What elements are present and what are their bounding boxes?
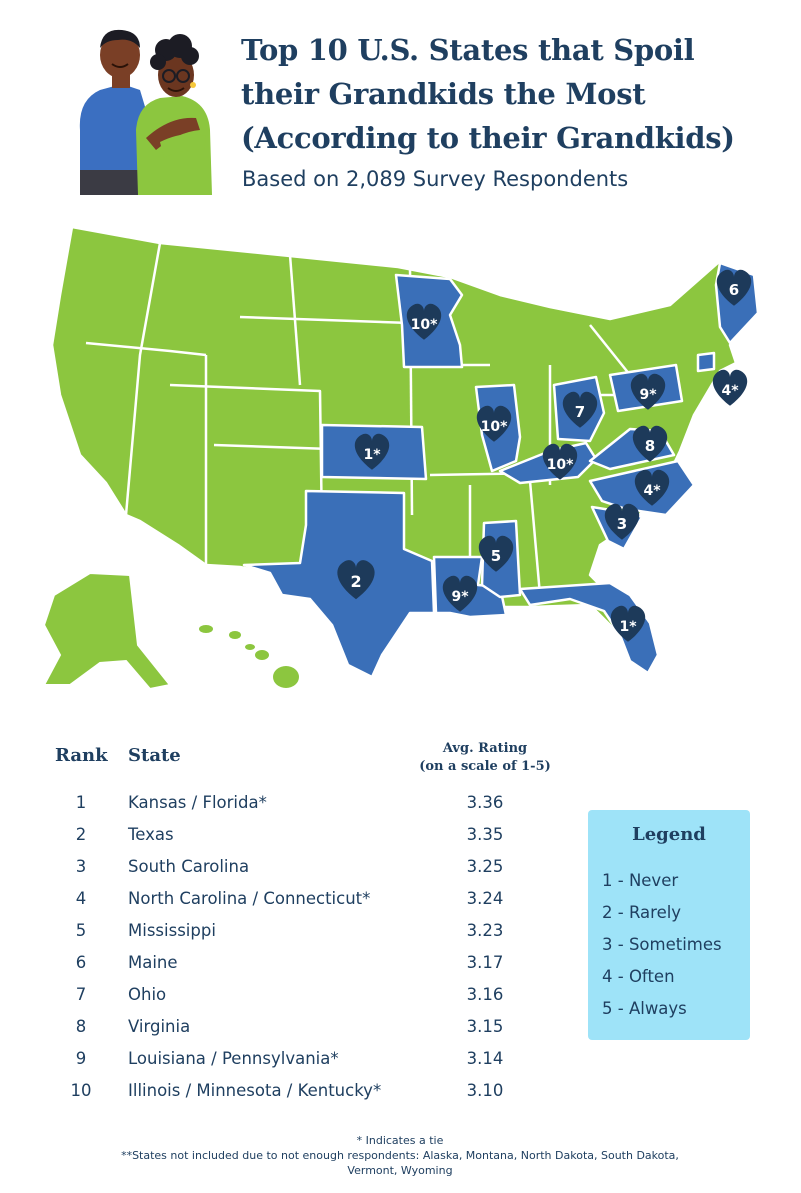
marker-illinois: 10* (476, 405, 512, 442)
marker-south-carolina: 3 (604, 503, 640, 540)
us-map: 10* 1* 2 9* 5 10* 10* 7 (42, 225, 760, 691)
row-rank: 6 (75, 953, 87, 972)
table-header-rating-line1: Avg. Rating (442, 741, 528, 756)
row-state: Mississippi (128, 921, 216, 940)
table-row: 10 Illinois / Minnesota / Kentucky* 3.10 (0, 1075, 560, 1107)
table-row: 8 Virginia 3.15 (0, 1011, 560, 1043)
row-rank: 2 (75, 825, 87, 844)
legend-title: Legend (632, 824, 706, 845)
row-rank: 1 (75, 793, 87, 812)
row-state: Texas (128, 825, 174, 844)
marker-illinois-label: 10* (481, 419, 508, 435)
marker-connecticut-label: 4* (721, 383, 739, 399)
marker-kentucky-label: 10* (547, 457, 574, 473)
row-rating: 3.23 (466, 921, 504, 940)
row-rank: 10 (70, 1081, 92, 1100)
row-state: Virginia (128, 1017, 191, 1036)
row-rating: 3.16 (466, 985, 504, 1004)
legend-item: 5 - Always (602, 999, 687, 1018)
marker-virginia-label: 8 (645, 437, 655, 455)
footnote-excluded: **States not included due to not enough … (121, 1149, 679, 1177)
row-rank: 3 (75, 857, 87, 876)
marker-kansas: 1* (354, 433, 390, 470)
table-header-rating-line2: (on a scale of 1-5) (419, 759, 551, 774)
legend-item: 1 - Never (602, 871, 679, 890)
marker-ohio: 7 (562, 391, 598, 428)
marker-ohio-label: 7 (575, 403, 585, 421)
marker-texas: 2 (337, 560, 375, 600)
row-rank: 9 (75, 1049, 87, 1068)
state-connecticut (696, 351, 716, 373)
marker-louisiana: 9* (442, 575, 478, 612)
table-row: 1 Kansas / Florida* 3.36 (0, 787, 560, 819)
row-rating: 3.24 (466, 889, 504, 908)
marker-south-carolina-label: 3 (617, 515, 627, 533)
marker-pennsylvania: 9* (630, 373, 666, 410)
row-rank: 8 (75, 1017, 87, 1036)
marker-texas-label: 2 (350, 572, 361, 591)
table-row: 9 Louisiana / Pennsylvania* 3.14 (0, 1043, 560, 1075)
marker-north-carolina-label: 4* (643, 483, 661, 499)
row-rank: 4 (75, 889, 87, 908)
marker-maine: 6 (716, 269, 752, 306)
table-row: 5 Mississippi 3.23 (0, 915, 560, 947)
table-row: 4 North Carolina / Connecticut* 3.24 (0, 883, 560, 915)
marker-minnesota: 10* (406, 303, 442, 340)
row-state: Maine (128, 953, 178, 972)
marker-mississippi: 5 (478, 535, 514, 572)
marker-louisiana-label: 9* (451, 589, 469, 605)
grandparents-illustration (79, 29, 212, 195)
marker-maine-label: 6 (729, 281, 739, 299)
footnotes: * Indicates a tie **States not included … (100, 1133, 700, 1178)
row-state: South Carolina (128, 857, 250, 876)
legend-item: 3 - Sometimes (602, 935, 722, 954)
marker-virginia: 8 (632, 425, 668, 462)
table-row: 3 South Carolina 3.25 (0, 851, 560, 883)
state-alaska (42, 571, 172, 691)
row-state: Illinois / Minnesota / Kentucky* (128, 1081, 382, 1100)
legend-item: 4 - Often (602, 967, 675, 986)
table-header-rating: Avg. Rating (on a scale of 1-5) (400, 740, 570, 776)
page-title: Top 10 U.S. States that Spoil their Gran… (241, 28, 781, 160)
table-row: 2 Texas 3.35 (0, 819, 560, 851)
marker-pennsylvania-label: 9* (639, 387, 657, 403)
row-rating: 3.35 (466, 825, 504, 844)
marker-mississippi-label: 5 (491, 547, 501, 565)
row-state: Ohio (128, 985, 167, 1004)
row-rating: 3.25 (466, 857, 504, 876)
title-line-3: (According to their Grandkids) (241, 121, 735, 155)
ranking-table: 1 Kansas / Florida* 3.36 2 Texas 3.35 3 … (0, 787, 560, 1107)
row-rating: 3.15 (466, 1017, 504, 1036)
title-line-2: their Grandkids the Most (241, 77, 646, 111)
row-rating: 3.17 (466, 953, 504, 972)
page-subtitle: Based on 2,089 Survey Respondents (242, 167, 629, 191)
row-rating: 3.10 (466, 1081, 504, 1100)
row-rank: 7 (75, 985, 87, 1004)
state-florida (518, 581, 660, 675)
row-rank: 5 (75, 921, 87, 940)
row-rating: 3.36 (466, 793, 504, 812)
marker-connecticut: 4* (712, 369, 748, 406)
state-hawaii (199, 625, 299, 688)
row-state: Louisiana / Pennsylvania* (128, 1049, 339, 1068)
footnote-tie: * Indicates a tie (356, 1134, 444, 1147)
state-texas (242, 489, 436, 679)
marker-minnesota-label: 10* (411, 317, 438, 333)
title-line-1: Top 10 U.S. States that Spoil (241, 33, 695, 67)
legend-item: 2 - Rarely (602, 903, 682, 922)
marker-kansas-label: 1* (363, 447, 381, 463)
row-state: North Carolina / Connecticut* (128, 889, 371, 908)
marker-florida: 1* (610, 605, 646, 642)
table-row: 6 Maine 3.17 (0, 947, 560, 979)
marker-kentucky: 10* (542, 443, 578, 480)
row-state: Kansas / Florida* (128, 793, 267, 812)
legend-box: Legend 1 - Never 2 - Rarely 3 - Sometime… (588, 810, 750, 1040)
marker-florida-label: 1* (619, 619, 637, 635)
marker-north-carolina: 4* (634, 469, 670, 506)
table-header-state: State (128, 745, 181, 766)
table-header-rank: Rank (55, 745, 108, 766)
row-rating: 3.14 (466, 1049, 504, 1068)
table-row: 7 Ohio 3.16 (0, 979, 560, 1011)
